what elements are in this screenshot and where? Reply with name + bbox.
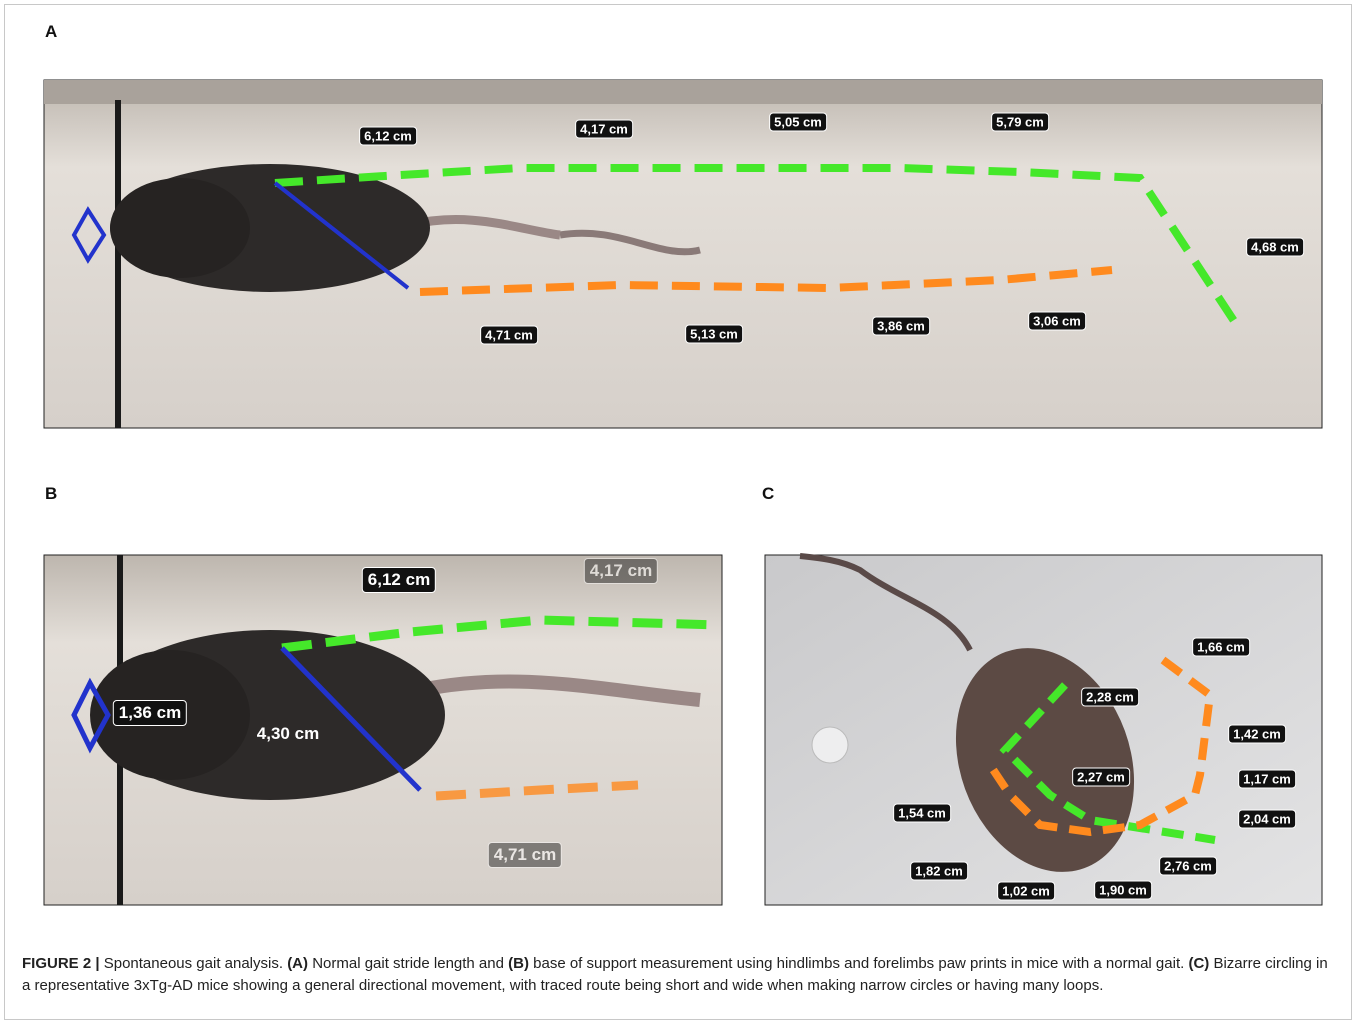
measurement-label: 1,82 cm [910, 862, 968, 881]
panel-label: A [45, 22, 57, 42]
measurement-label: 2,76 cm [1159, 857, 1217, 876]
figure-caption: FIGURE 2 | Spontaneous gait analysis. (A… [22, 953, 1332, 996]
measurement-label: 1,36 cm [113, 700, 187, 726]
measurement-label: 6,12 cm [362, 567, 436, 593]
caption-segment: (A) [287, 955, 308, 972]
panel-a-image [44, 80, 1322, 428]
caption-segment: Normal gait stride length and [312, 955, 504, 972]
measurement-label: 2,04 cm [1238, 810, 1296, 829]
measurement-label: 1,90 cm [1094, 881, 1152, 900]
measurement-label: 5,13 cm [685, 325, 743, 344]
panel-label: C [762, 484, 774, 504]
caption-segment: (B) [508, 955, 529, 972]
page: A B C 6,12 cm 4,17 cm 5,05 cm 5,79 cm 4,… [0, 0, 1358, 1022]
measurement-label: 4,17 cm [575, 120, 633, 139]
measurement-label: 1,66 cm [1192, 638, 1250, 657]
measurement-label: 1,54 cm [893, 804, 951, 823]
measurement-label: 4,71 cm [488, 842, 562, 868]
caption-segment: (C) [1188, 955, 1209, 972]
measurement-label: 4,71 cm [480, 326, 538, 345]
figure-art [0, 0, 1358, 1022]
panel-b-image [44, 555, 722, 905]
caption-segment: base of support measurement using hindli… [533, 955, 1184, 972]
measurement-label: 4,68 cm [1246, 238, 1304, 257]
caption-segment: Spontaneous gait analysis. [104, 955, 283, 972]
measurement-label: 3,86 cm [872, 317, 930, 336]
measurement-label: 1,17 cm [1238, 770, 1296, 789]
measurement-label: 5,05 cm [769, 113, 827, 132]
measurement-label: 3,06 cm [1028, 312, 1086, 331]
measurement-label: 6,12 cm [359, 127, 417, 146]
panel-label: B [45, 484, 57, 504]
measurement-label: 4,30 cm [253, 723, 323, 745]
measurement-label: 2,28 cm [1081, 688, 1139, 707]
measurement-label: 2,27 cm [1072, 768, 1130, 787]
measurement-label: 1,42 cm [1228, 725, 1286, 744]
measurement-label: 4,17 cm [584, 558, 658, 584]
caption-segment: FIGURE 2 | [22, 955, 100, 972]
measurement-label: 5,79 cm [991, 113, 1049, 132]
measurement-label: 1,02 cm [997, 882, 1055, 901]
